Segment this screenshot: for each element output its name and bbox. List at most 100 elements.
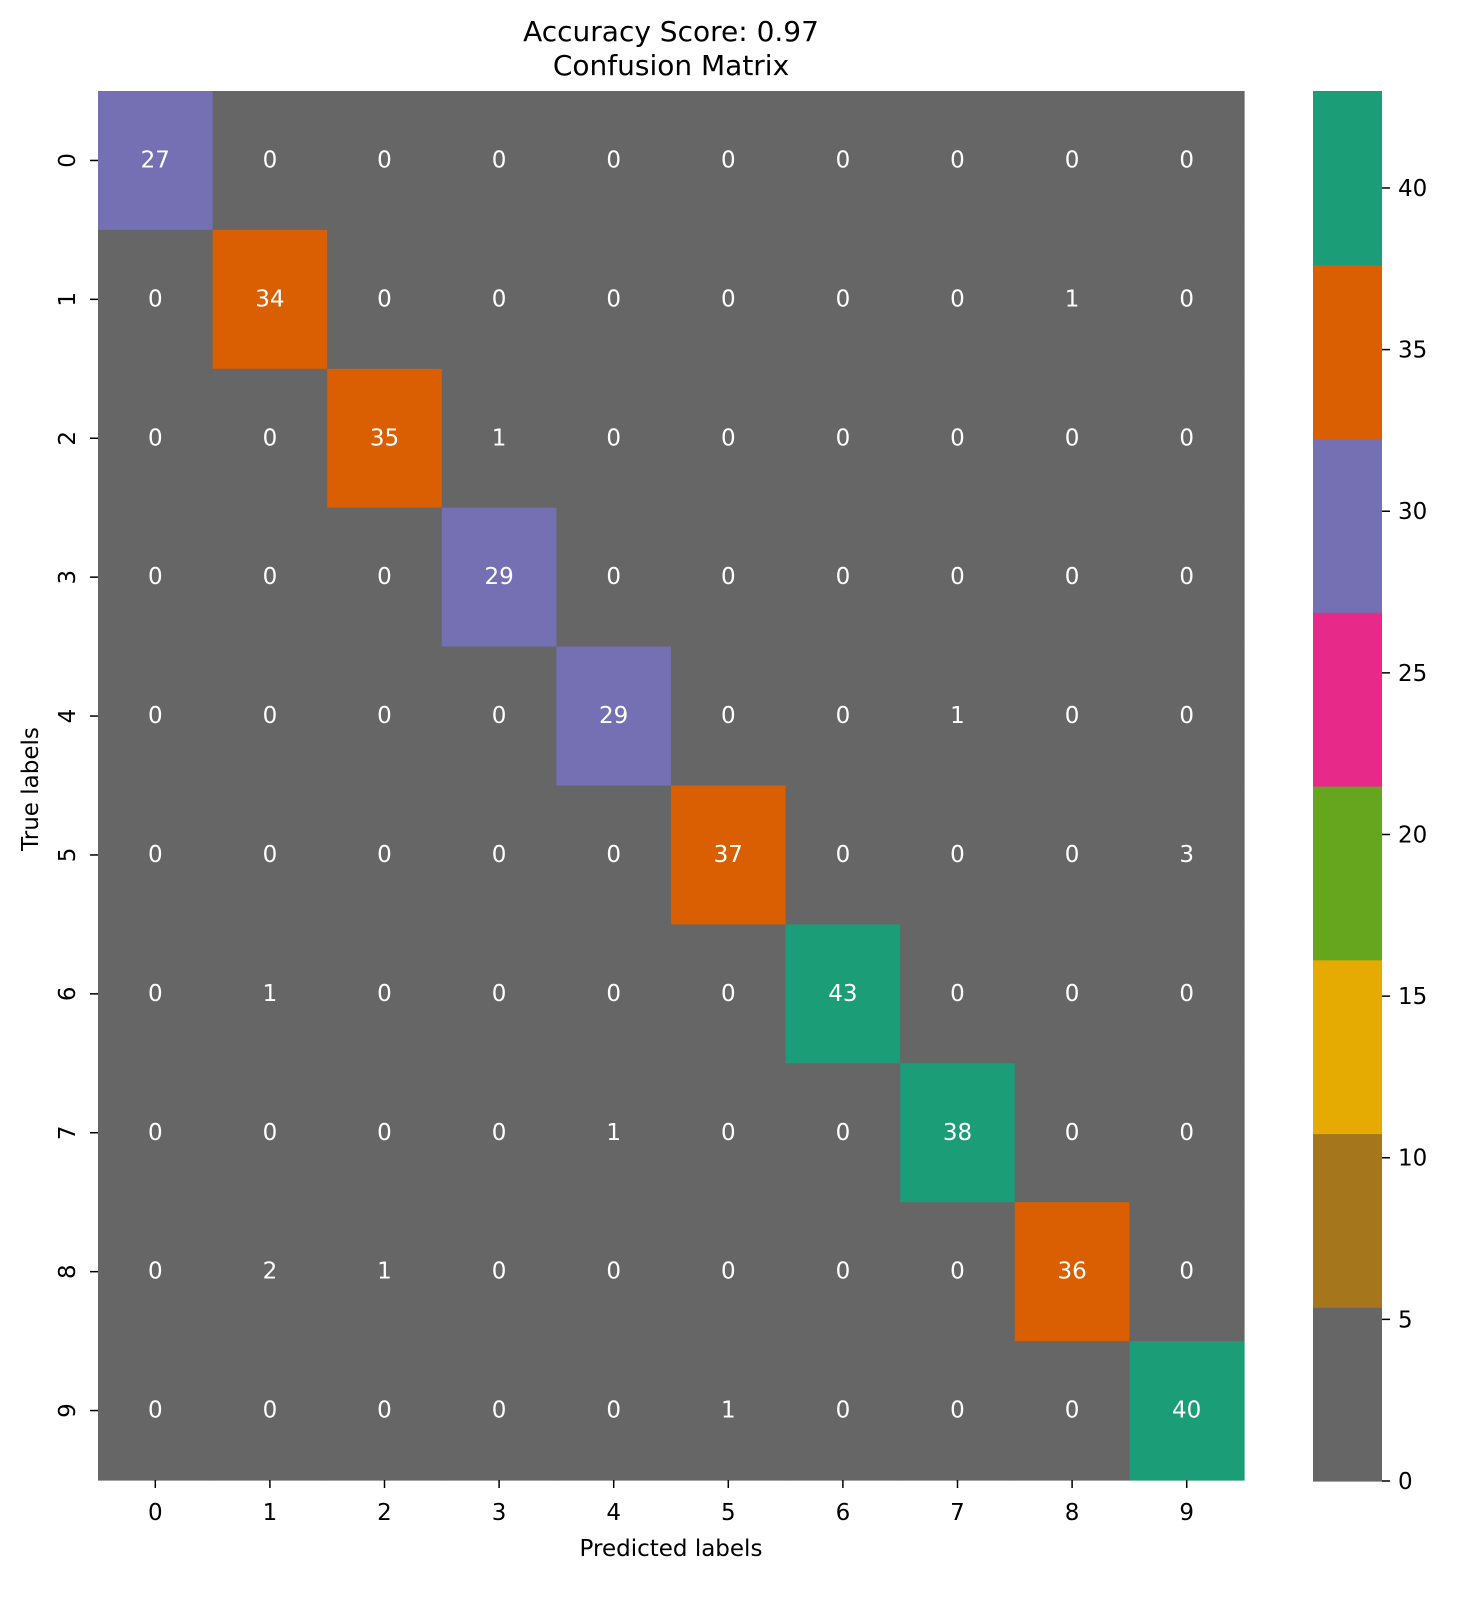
cell-value-label: 0 [148,842,163,868]
cell-value-label: 38 [943,1120,972,1146]
heatmap-cell [327,368,443,509]
y-axis-ticks: 0 1 2 3 4 5 6 7 8 9 [55,153,98,1418]
heatmap-cell [441,785,557,925]
y-tick-label: 7 [55,1125,81,1140]
heatmap-cell [327,1341,443,1481]
cell-value-label: 0 [721,425,736,451]
cell-value-label: 35 [370,425,399,451]
heatmap-cell [556,646,672,787]
cell-value-label: 0 [950,981,965,1007]
heatmap-cell [441,91,557,231]
heatmap-cell [98,507,214,648]
heatmap-cell [671,368,787,509]
cell-value-label: 0 [606,1259,621,1285]
heatmap-cell [1129,507,1245,648]
cell-value-label: 1 [492,425,507,451]
heatmap-cell [1014,785,1130,925]
cell-value-label: 0 [1179,703,1194,729]
cell-value-label: 0 [377,842,392,868]
heatmap-cell [671,91,787,231]
cell-value-label: 0 [377,981,392,1007]
chart-subtitle: Confusion Matrix [553,49,789,82]
heatmap-cell [98,1202,214,1342]
colorbar-tick-label: 5 [1398,1307,1413,1333]
cell-value-label: 0 [148,286,163,312]
cell-value-label: 0 [836,425,851,451]
x-tick-label: 1 [263,1500,278,1526]
cell-value-label: 0 [836,842,851,868]
cell-value-label: 0 [263,425,278,451]
heatmap-cell [98,785,214,925]
heatmap-cell [556,368,672,509]
cell-value-label: 0 [492,1259,507,1285]
x-tick-label: 2 [377,1500,392,1526]
colorbar-segment [1313,786,1382,961]
x-axis-label: Predicted labels [580,1536,763,1562]
heatmap-cell [441,1341,557,1481]
heatmap-cell [1129,1063,1245,1203]
cell-value-label: 0 [1179,286,1194,312]
cell-value-label: 1 [606,1120,621,1146]
y-tick-label: 4 [55,709,81,724]
heatmap-cell [98,229,214,370]
y-tick-label: 8 [55,1264,81,1279]
cell-value-label: 0 [950,564,965,590]
cell-value-label: 0 [263,703,278,729]
x-tick-label: 3 [492,1500,507,1526]
heatmap-cell [1014,924,1130,1064]
heatmap-cell [785,368,901,509]
cell-value-label: 0 [1179,147,1194,173]
cell-value-label: 0 [1179,564,1194,590]
heatmap-cell [785,785,901,925]
cell-value-label: 0 [1065,564,1080,590]
heatmap-cell [212,785,328,925]
heatmap-cell [327,1202,443,1342]
heatmap-cell [1014,368,1130,509]
heatmap-cell [327,785,443,925]
heatmap-cell [900,1202,1016,1342]
heatmap-cell [900,507,1016,648]
colorbar-tick-label: 30 [1398,499,1427,525]
cell-value-label: 0 [492,842,507,868]
heatmap-cell [556,1202,672,1342]
cell-value-label: 0 [492,703,507,729]
heatmap-cell [212,1341,328,1481]
heatmap-cell [785,91,901,231]
cell-value-label: 0 [148,981,163,1007]
x-tick-label: 9 [1179,1500,1194,1526]
heatmap-cell [556,1063,672,1203]
cell-value-label: 0 [721,981,736,1007]
heatmap-cell [671,924,787,1064]
heatmap-cell [556,924,672,1064]
heatmap-cell [1014,91,1130,231]
cell-value-label: 0 [1179,1120,1194,1146]
heatmap-cell [785,1063,901,1203]
heatmap-grid: 27 0 0 0 0 0 0 0 0 00 34 0 0 0 0 0 0 1 00 0 35 1 0 0 0 0 0 00 0 0 29 0 0… [98,91,1245,1481]
cell-value-label: 0 [148,703,163,729]
y-tick-label: 9 [55,1403,81,1418]
colorbar-segment [1313,1133,1382,1308]
cell-value-label: 2 [263,1259,278,1285]
heatmap-cell [671,785,787,925]
cell-value-label: 0 [721,147,736,173]
heatmap-cell [327,646,443,787]
cell-value-label: 0 [836,147,851,173]
heatmap-cell [671,507,787,648]
heatmap-cell [671,229,787,370]
y-tick-label: 2 [55,431,81,446]
heatmap-cell [441,368,557,509]
heatmap-cell [900,924,1016,1064]
heatmap-cell [212,1063,328,1203]
colorbar: 0 5 10 15 20 25 30 35 40 [1313,91,1427,1495]
cell-value-label: 0 [606,981,621,1007]
heatmap-cell [98,1063,214,1203]
chart-title: Accuracy Score: 0.97 [523,15,819,48]
cell-value-label: 0 [950,1398,965,1424]
heatmap-cell [1129,91,1245,231]
heatmap-cell [900,1341,1016,1481]
colorbar-tick-label: 40 [1398,176,1427,202]
y-tick-label: 6 [55,987,81,1002]
cell-value-label: 0 [263,1120,278,1146]
cell-value-label: 0 [1179,425,1194,451]
